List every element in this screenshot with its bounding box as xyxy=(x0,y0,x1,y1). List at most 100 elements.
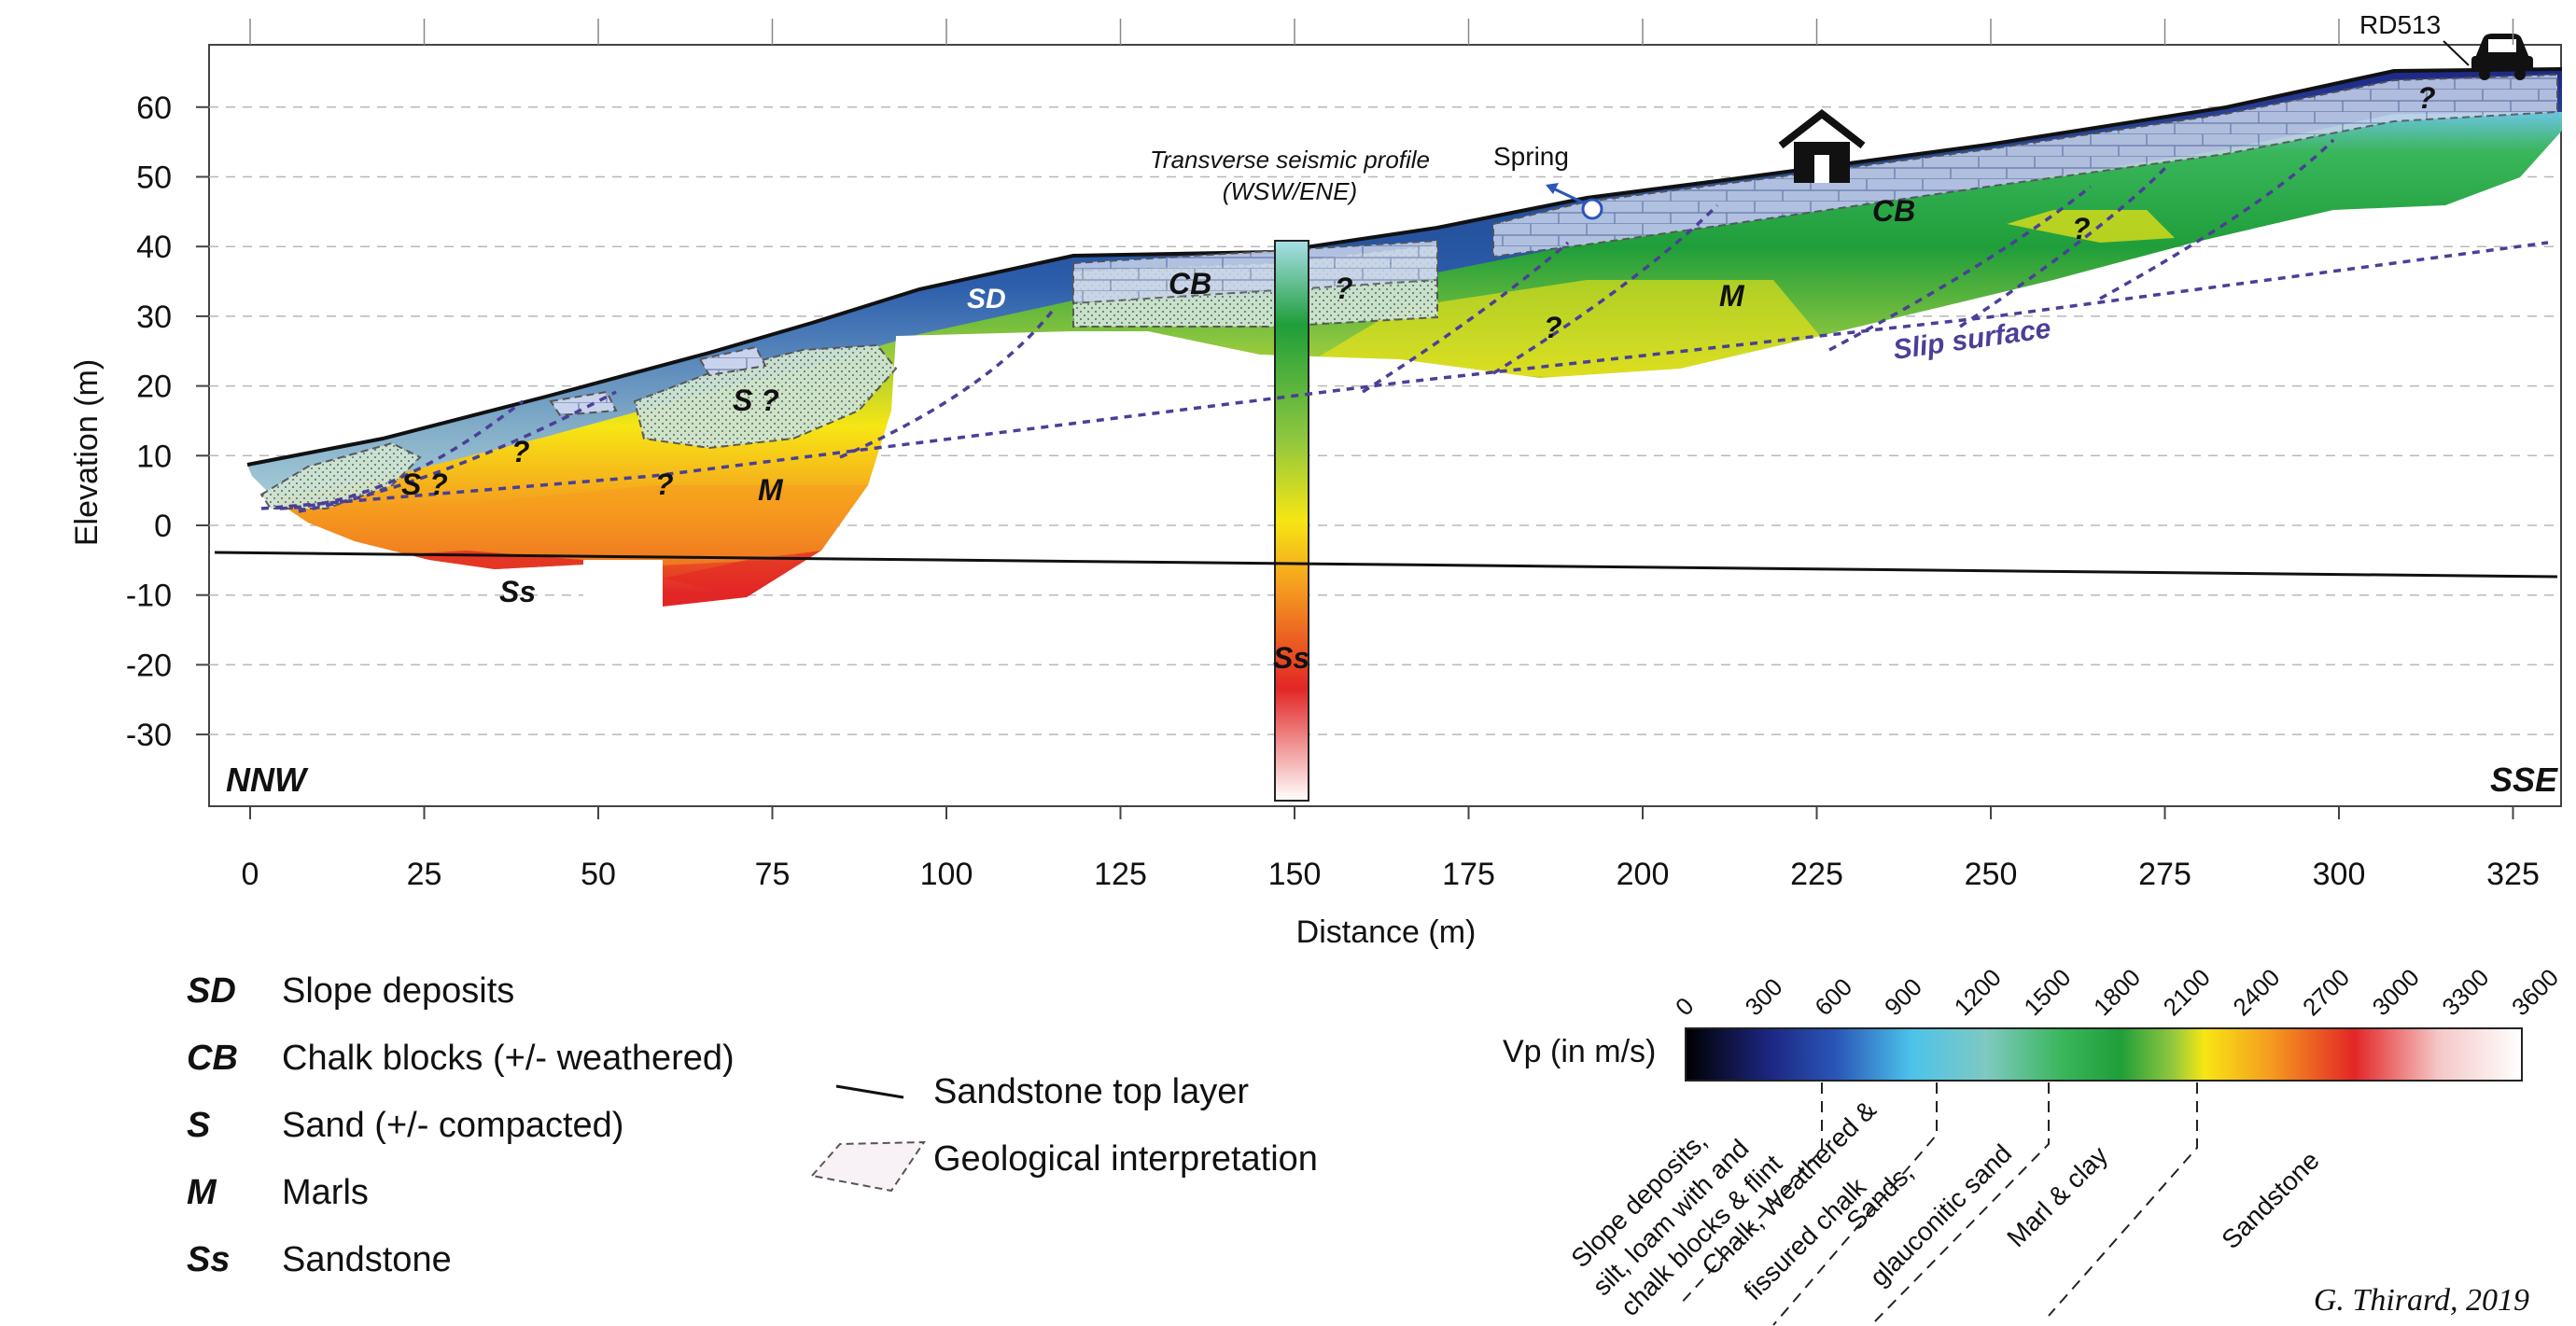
x-tick-label: 100 xyxy=(920,857,973,892)
colorbar-tick-label: 2100 xyxy=(2158,963,2216,1021)
x-tick-label: 325 xyxy=(2486,857,2540,892)
colorbar-ticks: 0 300 600 900 1200 1500 1800 2100 2400 2700 3000 33… xyxy=(1670,963,2564,1021)
direction-right: SSE xyxy=(2490,761,2558,799)
question-mark-6: ? xyxy=(2417,81,2436,115)
geological-units xyxy=(259,73,2558,509)
x-tick-label: 250 xyxy=(1965,857,2018,892)
y-tick-label: 60 xyxy=(136,91,172,126)
rd513-pointer xyxy=(2443,40,2470,66)
x-tick-label: 200 xyxy=(1617,857,1670,892)
y-tick-label: 20 xyxy=(136,370,172,405)
question-mark-4: ? xyxy=(1544,311,1562,344)
x-tick-label: 275 xyxy=(2138,857,2191,892)
y-axis-label: Elevation (m) xyxy=(69,359,105,546)
colorbar-class-label: Sandstone xyxy=(2216,1146,2325,1255)
legend-abbr: S xyxy=(187,1106,210,1145)
colorbar-class-divider xyxy=(1870,1082,2050,1326)
colorbar-tick-label: 3300 xyxy=(2436,963,2494,1021)
ss-annotation-2: Ss xyxy=(1273,641,1309,675)
colorbar-tick-label: 2700 xyxy=(2297,963,2355,1021)
colorbar-class-label: glauconitic sand xyxy=(1864,1138,2017,1291)
x-tick-label: 175 xyxy=(1442,857,1495,892)
legend-text: Chalk blocks (+/- weathered) xyxy=(282,1039,735,1078)
colorbar-tick-label: 1200 xyxy=(1949,963,2007,1021)
x-axis-label: Distance (m) xyxy=(1296,914,1477,950)
colorbar-tick-label: 3600 xyxy=(2506,963,2564,1021)
colorbar-tick-label: 2400 xyxy=(2227,963,2285,1021)
ss-annotation-1: Ss xyxy=(499,575,536,608)
x-axis-ticks: 0 25 50 75 100 125 150 175 200 225 250 275 300 325 xyxy=(242,19,2540,892)
credit: G. Thirard, 2019 xyxy=(2314,1283,2529,1318)
legend-text: Sand (+/- compacted) xyxy=(282,1106,623,1145)
cb-annotation-2: CB xyxy=(1872,194,1915,228)
spring-label: Spring xyxy=(1493,142,1569,171)
x-tick-label: 75 xyxy=(755,857,791,892)
chalk-block-small-2 xyxy=(698,345,767,377)
cb-annotation-1: CB xyxy=(1169,267,1211,300)
y-axis-ticks: 60 50 40 30 20 10 0 -10 -20 -30 xyxy=(126,91,209,753)
y-tick-label: -30 xyxy=(126,718,172,753)
s-annotation-1: S ? xyxy=(401,468,448,501)
legend-abbr: Ss xyxy=(187,1240,230,1279)
legend: SD Slope deposits CB Chalk blocks (+/- weat… xyxy=(187,971,735,1279)
legend-abbr: SD xyxy=(187,971,236,1011)
colorbar-class-label: Marl & clay xyxy=(2001,1140,2113,1252)
y-tick-label: 40 xyxy=(136,230,172,265)
colorbar-tick-label: 600 xyxy=(1809,972,1857,1021)
x-tick-label: 150 xyxy=(1268,857,1322,892)
legend-text: Marls xyxy=(282,1173,369,1212)
transverse-profile-column xyxy=(1274,240,1309,802)
m-annotation-2: M xyxy=(1719,279,1745,313)
sandstone-top-line xyxy=(214,551,2558,579)
slip-surface-label: Slip surface xyxy=(1891,314,2052,366)
house-icon xyxy=(1778,108,1866,183)
car-icon xyxy=(2471,34,2533,80)
y-tick-label: 0 xyxy=(154,509,172,544)
x-tick-label: 125 xyxy=(1094,857,1147,892)
rd513-label: RD513 xyxy=(2359,10,2441,39)
x-tick-label: 225 xyxy=(1790,857,1843,892)
chalk-block-small xyxy=(549,390,618,417)
legend-text: Slope deposits xyxy=(282,971,514,1011)
slip-surfaces xyxy=(260,138,2549,513)
legend-line-text: Sandstone top layer xyxy=(933,1072,1249,1111)
direction-left: NNW xyxy=(226,761,309,799)
spring-icon xyxy=(1546,183,1603,220)
colorbar-class-divider xyxy=(2048,1082,2198,1317)
question-mark-2: ? xyxy=(655,468,674,501)
colorbar-class-divider xyxy=(1677,1082,1823,1307)
x-tick-label: 25 xyxy=(407,857,442,892)
colorbar-tick-label: 1800 xyxy=(2088,963,2146,1021)
question-mark-3: ? xyxy=(1335,272,1353,305)
legend-dashed-swatch xyxy=(810,1140,926,1193)
sd-annotation: SD xyxy=(967,284,1006,314)
colorbar-classes: Slope deposits,silt, loam with andchalk … xyxy=(1565,1082,2325,1326)
colorbar-tick-label: 0 xyxy=(1670,992,1699,1021)
y-tick-label: -10 xyxy=(126,579,172,614)
colorbar-tick-label: 3000 xyxy=(2367,963,2425,1021)
plot-frame xyxy=(208,44,2562,807)
y-tick-label: 10 xyxy=(136,439,172,474)
x-tick-label: 0 xyxy=(242,857,259,892)
y-tick-label: -20 xyxy=(126,648,172,683)
colorbar-tick-label: 900 xyxy=(1879,972,1927,1021)
s-annotation-2: S ? xyxy=(733,384,779,417)
legend-text: Sandstone xyxy=(282,1240,452,1279)
colorbar-label: Vp (in m/s) xyxy=(1503,1034,1656,1069)
colorbar-tick-label: 1500 xyxy=(2018,963,2076,1021)
legend-line-swatch xyxy=(835,1084,904,1099)
seismic-profile-label-2: (WSW/ENE) xyxy=(1223,177,1357,205)
chalk-block-1 xyxy=(1072,239,1438,305)
question-mark-5: ? xyxy=(2072,212,2091,245)
colorbar xyxy=(1685,1027,2523,1082)
legend-dashed-text: Geological interpretation xyxy=(933,1139,1318,1179)
y-tick-label: 50 xyxy=(136,161,172,196)
legend-abbr: CB xyxy=(187,1039,238,1078)
seismic-profile-label-1: Transverse seismic profile xyxy=(1150,146,1430,174)
question-mark-1: ? xyxy=(511,435,530,468)
x-tick-label: 50 xyxy=(581,857,616,892)
m-annotation-1: M xyxy=(758,473,784,507)
legend-abbr: M xyxy=(187,1173,217,1212)
y-tick-label: 30 xyxy=(136,300,172,335)
